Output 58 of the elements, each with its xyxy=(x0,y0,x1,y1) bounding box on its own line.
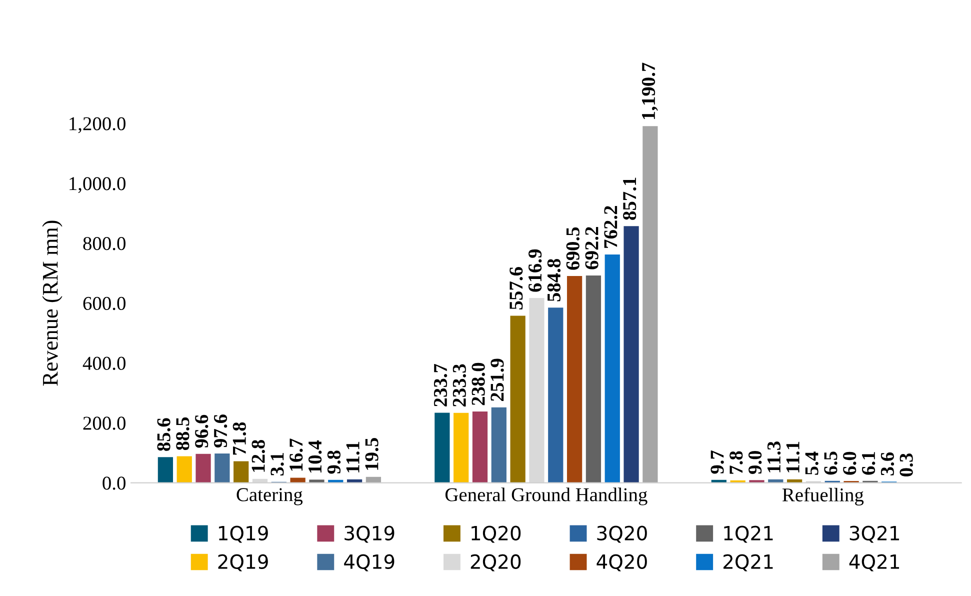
data-label: 6.1 xyxy=(862,452,876,475)
data-label: 9.7 xyxy=(710,450,724,474)
data-label: 11.1 xyxy=(346,442,360,472)
data-label: 233.3 xyxy=(452,364,466,407)
data-label: 857.1 xyxy=(623,178,636,220)
data-label: 251.9 xyxy=(490,358,504,401)
legend-label: 4Q21 xyxy=(849,554,900,572)
y-tick-label: 400.0 xyxy=(82,356,126,370)
x-tick-label: General Ground Handling xyxy=(445,488,648,506)
data-label: 3.6 xyxy=(880,452,894,476)
data-label: 0.3 xyxy=(900,453,913,476)
data-label: 762.2 xyxy=(604,206,618,248)
data-label: 16.7 xyxy=(290,438,303,471)
data-label: 9.8 xyxy=(327,450,341,474)
data-label: 6.0 xyxy=(843,452,856,475)
data-label: 1,190.7 xyxy=(642,62,658,120)
legend-label: 3Q19 xyxy=(344,526,394,543)
data-label: 584.8 xyxy=(547,258,561,302)
data-label: 96.6 xyxy=(195,414,208,448)
x-tick-label: Refuelling xyxy=(782,488,864,506)
legend-label: 3Q21 xyxy=(850,526,900,543)
data-label: 85.6 xyxy=(157,418,170,451)
data-label: 557.6 xyxy=(510,267,523,310)
data-label: 5.4 xyxy=(805,452,818,475)
data-label: 19.5 xyxy=(365,438,378,470)
data-label: 233.7 xyxy=(434,364,448,406)
legend-label: 3Q20 xyxy=(597,526,647,543)
data-label: 3.1 xyxy=(270,452,284,476)
data-label: 9.0 xyxy=(748,450,762,474)
data-label: 71.8 xyxy=(232,422,246,455)
data-label: 88.5 xyxy=(176,417,190,450)
legend-label: 2Q20 xyxy=(470,554,521,572)
data-label: 11.3 xyxy=(767,442,781,472)
y-tick-label: 1,200.0 xyxy=(70,117,126,134)
data-label: 12.8 xyxy=(252,440,265,472)
legend-label: 1Q21 xyxy=(724,526,773,543)
legend-label: 1Q19 xyxy=(218,526,268,543)
data-label: 10.4 xyxy=(308,440,322,473)
legend-label: 2Q19 xyxy=(218,554,268,572)
legend-label: 1Q20 xyxy=(472,526,521,543)
y-tick-label: 1,000.0 xyxy=(70,177,126,194)
legend-label: 4Q20 xyxy=(596,554,647,572)
y-tick-label: 200.0 xyxy=(83,416,126,430)
data-label: 616.9 xyxy=(528,249,542,292)
y-tick-label: 800.0 xyxy=(83,236,126,250)
legend-label: 4Q19 xyxy=(344,554,394,572)
data-label: 692.2 xyxy=(585,226,598,270)
data-label: 6.5 xyxy=(824,452,838,475)
y-axis-title: Revenue (RM mn) xyxy=(42,220,62,386)
y-tick-label: 600.0 xyxy=(83,296,126,310)
data-label: 238.0 xyxy=(472,362,485,406)
legend-label: 2Q21 xyxy=(724,554,773,572)
x-tick-label: Catering xyxy=(236,488,303,506)
data-label: 7.8 xyxy=(730,451,743,474)
y-tick-label: 0.0 xyxy=(102,476,126,490)
data-label: 11.1 xyxy=(786,442,800,472)
data-label: 690.5 xyxy=(566,227,580,270)
data-label: 97.6 xyxy=(214,414,228,448)
